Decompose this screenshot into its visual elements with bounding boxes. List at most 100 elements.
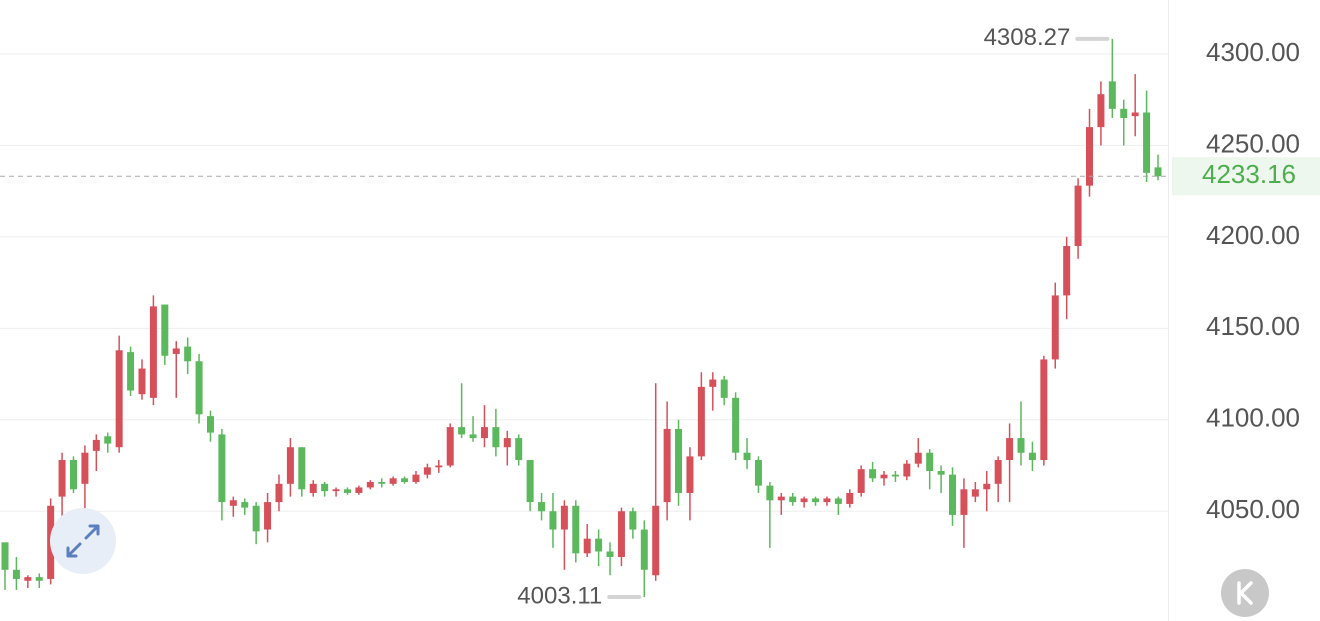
- candle-body: [891, 474, 899, 477]
- candle-body: [58, 460, 66, 497]
- candle-body: [195, 361, 203, 415]
- y-tick-label: 4250.00: [1206, 128, 1300, 158]
- candle-body: [629, 511, 637, 530]
- candle-body: [675, 428, 683, 493]
- candle-body: [663, 428, 671, 503]
- candle-body: [161, 304, 169, 356]
- candle-body: [321, 483, 329, 492]
- candle-body: [560, 505, 568, 530]
- candle-body: [686, 456, 694, 493]
- candle-body: [1, 542, 9, 570]
- candle-body: [857, 469, 865, 493]
- candle-body: [595, 538, 603, 552]
- candle-body: [435, 465, 443, 468]
- candle-body: [355, 487, 363, 493]
- candle-body: [903, 463, 911, 477]
- candle-body: [206, 416, 214, 433]
- k-button[interactable]: [1221, 569, 1269, 617]
- candle-body: [914, 452, 922, 464]
- candle-body: [1097, 94, 1105, 128]
- candle-body: [138, 368, 146, 395]
- candles: [1, 38, 1162, 598]
- candle-body: [869, 469, 877, 479]
- y-tick-label: 4200.00: [1206, 220, 1300, 250]
- candle-body: [789, 496, 797, 503]
- candle-body: [766, 485, 774, 501]
- candle-body: [184, 346, 192, 362]
- candle-body: [720, 379, 728, 398]
- candle-body: [1063, 246, 1071, 296]
- candle-body: [640, 529, 648, 570]
- annotation-label: 4308.27: [984, 24, 1071, 51]
- expand-button[interactable]: [50, 508, 116, 574]
- candle-body: [492, 427, 500, 448]
- candle-body: [538, 502, 546, 512]
- candle-body: [218, 434, 226, 503]
- candle-body: [458, 427, 466, 435]
- candle-body: [549, 511, 557, 530]
- labels: 4050.00 4100.00 4150.00 4200.00 4250.00 4300.…: [0, 24, 1320, 609]
- candle-body: [949, 474, 957, 515]
- candle-body: [332, 489, 340, 492]
- candle-body: [983, 483, 991, 490]
- candle-body: [754, 460, 762, 486]
- last-price-label: 4233.16: [1202, 159, 1296, 189]
- candle-body: [127, 352, 135, 391]
- candle-body: [172, 348, 180, 354]
- candle-body: [926, 452, 934, 472]
- y-tick-label: 4150.00: [1206, 311, 1300, 341]
- candle-body: [583, 538, 591, 554]
- candle-body: [104, 436, 112, 444]
- candle-body: [652, 505, 660, 576]
- candle-body: [971, 489, 979, 497]
- candle-body: [298, 447, 306, 490]
- candle-body: [823, 498, 831, 503]
- candle-body: [92, 439, 100, 451]
- candle-body: [937, 471, 945, 475]
- candle-body: [229, 500, 237, 506]
- candle-body: [412, 474, 420, 482]
- candle-body: [1040, 359, 1048, 461]
- candle-body: [81, 452, 89, 484]
- candle-body: [800, 498, 808, 503]
- candle-body: [115, 350, 123, 448]
- candle-body: [617, 511, 625, 557]
- candle-body: [446, 427, 454, 466]
- candle-body: [960, 489, 968, 515]
- y-tick-label: 4100.00: [1206, 403, 1300, 433]
- candle-body: [275, 483, 283, 503]
- candle-body: [812, 498, 820, 503]
- candle-body: [743, 452, 751, 461]
- candle-body: [1074, 185, 1082, 247]
- candle-body: [149, 306, 157, 398]
- candle-body: [469, 434, 477, 439]
- candle-body: [834, 498, 842, 504]
- y-tick-label: 4050.00: [1206, 494, 1300, 524]
- candle-body: [423, 467, 431, 475]
- y-tick-label: 4300.00: [1206, 37, 1300, 67]
- candle-body: [1017, 438, 1025, 453]
- candle-body: [378, 481, 386, 484]
- candle-body: [1051, 295, 1059, 360]
- candle-body: [880, 474, 888, 479]
- candle-body: [389, 478, 397, 484]
- candle-body: [846, 492, 854, 504]
- candle-body: [1086, 127, 1094, 186]
- candle-body: [1143, 112, 1151, 173]
- candle-body: [241, 502, 249, 508]
- candle-body: [24, 577, 32, 581]
- candle-body: [777, 496, 785, 501]
- candle-body: [69, 460, 77, 490]
- candle-body: [264, 502, 272, 530]
- candle-body: [1108, 81, 1116, 109]
- candle-body: [1131, 112, 1139, 117]
- candle-body: [515, 438, 523, 461]
- candle-body: [35, 577, 43, 581]
- candle-body: [503, 438, 511, 448]
- candle-body: [401, 478, 409, 482]
- candle-body: [572, 505, 580, 554]
- candle-body: [480, 427, 488, 439]
- candle-body: [994, 460, 1002, 484]
